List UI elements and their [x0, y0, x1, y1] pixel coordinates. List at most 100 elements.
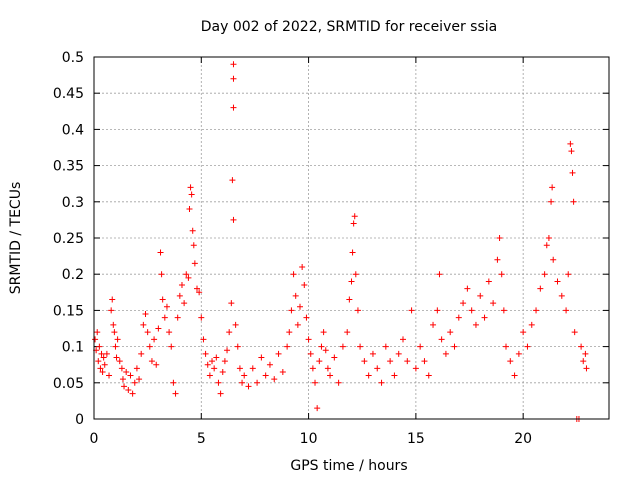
- data-point: [166, 329, 173, 336]
- data-point: [136, 376, 143, 383]
- data-point: [123, 368, 130, 375]
- data-point: [215, 379, 222, 386]
- data-point: [121, 383, 128, 390]
- data-point: [188, 191, 195, 198]
- y-tick-label: 0.1: [62, 340, 84, 356]
- data-point: [161, 314, 168, 321]
- data-point: [322, 347, 329, 354]
- data-point: [196, 289, 203, 296]
- data-point: [382, 343, 389, 350]
- data-point: [194, 285, 200, 292]
- data-point: [520, 329, 527, 336]
- data-point: [219, 368, 226, 375]
- data-point: [110, 321, 117, 328]
- y-tick-label: 0.15: [53, 303, 84, 319]
- data-point: [94, 329, 101, 336]
- data-point: [524, 343, 531, 350]
- data-point: [391, 372, 398, 379]
- data-point: [99, 368, 106, 375]
- data-points: [92, 61, 590, 422]
- data-point: [490, 300, 497, 307]
- y-tick-label: 0.05: [53, 376, 84, 392]
- data-point: [349, 249, 356, 256]
- data-point: [202, 350, 209, 357]
- data-point: [348, 278, 355, 285]
- data-point: [163, 303, 170, 310]
- data-point: [142, 311, 149, 318]
- data-point: [477, 292, 484, 299]
- data-point: [346, 296, 353, 303]
- y-tick-label: 0.2: [62, 267, 84, 283]
- data-point: [234, 343, 241, 350]
- data-point: [297, 303, 303, 310]
- data-point: [451, 343, 458, 350]
- data-point: [229, 177, 236, 184]
- data-point: [568, 148, 575, 155]
- data-point: [417, 343, 424, 350]
- y-tick-label: 0.25: [53, 231, 84, 247]
- data-point: [198, 314, 205, 321]
- data-point: [496, 235, 503, 241]
- data-point: [157, 249, 164, 256]
- data-point: [211, 365, 218, 372]
- data-point: [206, 372, 213, 379]
- data-point: [430, 321, 437, 328]
- data-point: [400, 336, 406, 343]
- data-point: [485, 278, 492, 285]
- data-point: [570, 198, 577, 205]
- data-point: [503, 343, 509, 350]
- data-point: [144, 329, 151, 336]
- data-point: [148, 358, 155, 365]
- data-point: [230, 75, 237, 82]
- data-point: [95, 358, 102, 365]
- data-point: [292, 292, 299, 299]
- data-point: [170, 379, 177, 386]
- data-point: [351, 213, 358, 220]
- data-point: [176, 292, 183, 299]
- data-point: [217, 390, 224, 397]
- data-point: [112, 343, 119, 350]
- data-point: [438, 336, 445, 343]
- data-point: [151, 336, 158, 343]
- data-point: [185, 274, 192, 281]
- data-point: [178, 282, 185, 289]
- data-point: [395, 350, 402, 357]
- data-point: [209, 358, 216, 365]
- data-point: [140, 321, 147, 328]
- data-point: [354, 307, 361, 314]
- data-point: [357, 343, 364, 350]
- data-point: [129, 390, 136, 397]
- data-point: [159, 296, 166, 303]
- data-point: [155, 325, 162, 332]
- data-point: [106, 372, 113, 379]
- data-point: [361, 358, 368, 365]
- plot-frame: [93, 56, 610, 420]
- data-point: [331, 354, 338, 361]
- data-point: [468, 307, 475, 314]
- data-point: [309, 365, 316, 372]
- data-point: [236, 365, 243, 372]
- data-point: [290, 271, 297, 278]
- data-point: [288, 307, 295, 314]
- data-point: [239, 379, 246, 386]
- data-point: [583, 365, 590, 372]
- data-point: [378, 379, 385, 386]
- data-point: [571, 329, 578, 336]
- data-point: [550, 256, 557, 263]
- data-point: [533, 307, 540, 314]
- data-point: [369, 350, 376, 357]
- data-point: [172, 390, 179, 397]
- data-point: [511, 372, 518, 379]
- data-point: [387, 358, 394, 365]
- data-point: [111, 329, 118, 336]
- data-point: [262, 372, 269, 379]
- data-point: [158, 271, 165, 278]
- y-tick-label: 0: [75, 412, 84, 428]
- data-point: [254, 379, 261, 386]
- data-point: [108, 307, 115, 314]
- data-point: [96, 343, 103, 350]
- data-point: [460, 300, 467, 307]
- data-point: [230, 216, 237, 223]
- data-point: [569, 169, 576, 176]
- data-point: [101, 361, 108, 368]
